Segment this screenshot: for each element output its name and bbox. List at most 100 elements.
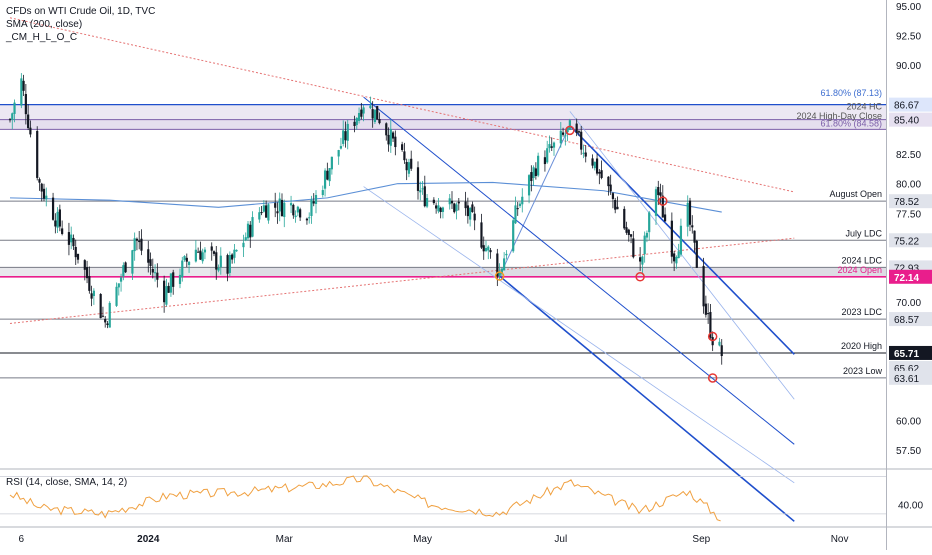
candle-body-166 bbox=[534, 168, 537, 177]
zone-2024-open-band bbox=[210, 267, 886, 277]
candle-body-168 bbox=[543, 157, 547, 165]
candle-body-26 bbox=[90, 293, 93, 299]
candle-body-95 bbox=[310, 199, 313, 217]
candle-body-114 bbox=[371, 109, 374, 119]
candle-body-79 bbox=[260, 212, 263, 214]
candle-body-31 bbox=[106, 323, 109, 326]
candle-body-136 bbox=[439, 207, 442, 213]
time-tick-1: 2024 bbox=[137, 534, 160, 545]
axis-label-bg-6 bbox=[889, 269, 932, 284]
candle-body-173 bbox=[559, 130, 562, 144]
candle-body-177 bbox=[568, 120, 571, 131]
candle-body-217 bbox=[695, 240, 698, 268]
candle-body-47 bbox=[156, 272, 159, 280]
axis-label-bg-0 bbox=[889, 97, 932, 112]
candle-body-160 bbox=[516, 208, 519, 210]
candle-body-101 bbox=[328, 168, 331, 182]
trendline-0 bbox=[9, 237, 795, 324]
time-tick-5: Sep bbox=[692, 534, 710, 545]
pivot-marker-5 bbox=[707, 373, 718, 383]
candle-body-172 bbox=[552, 142, 556, 148]
candle-body-24 bbox=[85, 267, 89, 279]
zone-2024-high bbox=[0, 104, 886, 120]
candle-body-13 bbox=[51, 197, 55, 220]
candle-body-182 bbox=[584, 152, 587, 157]
candle-body-121 bbox=[391, 132, 395, 139]
candle-body-156 bbox=[503, 258, 506, 271]
candle-body-27 bbox=[92, 290, 95, 297]
candle-body-65 bbox=[215, 252, 218, 270]
candle-body-4 bbox=[22, 80, 25, 91]
time-axis[interactable]: 6 2024 Mar May Jul Sep Nov bbox=[19, 534, 849, 545]
candle-body-165 bbox=[532, 167, 535, 178]
candle-body-33 bbox=[115, 286, 118, 306]
candle-body-203 bbox=[654, 189, 658, 216]
rsi-legend[interactable]: RSI (14, close, SMA, 14, 2) bbox=[6, 477, 128, 488]
candle-body-208 bbox=[670, 220, 673, 257]
rsi-pane: 40.00 bbox=[0, 475, 923, 522]
candle-body-56 bbox=[185, 257, 188, 262]
candle-body-8 bbox=[36, 130, 39, 178]
candle-body-77 bbox=[251, 217, 254, 237]
candle-body-2 bbox=[13, 102, 16, 114]
candle-body-118 bbox=[385, 123, 388, 136]
axis-label-6: 72.14 bbox=[894, 273, 919, 284]
level-label-5: 2024 LDC bbox=[841, 255, 882, 265]
candle-body-85 bbox=[278, 198, 281, 212]
price-axis[interactable]: 95.00 92.50 90.00 82.50 80.00 77.50 70.00 60.00… bbox=[889, 2, 932, 457]
candle-body-34 bbox=[117, 283, 120, 288]
axis-label-9: 65.62 bbox=[894, 364, 919, 375]
candle-body-18 bbox=[67, 232, 71, 245]
candle-body-41 bbox=[138, 240, 141, 243]
symbol-title[interactable]: CFDs on WTI Crude Oil, 1D, TVC bbox=[6, 6, 156, 17]
candle-body-99 bbox=[323, 170, 327, 189]
candle-body-43 bbox=[147, 249, 150, 263]
time-tick-4: Jul bbox=[554, 534, 567, 545]
candle-body-122 bbox=[394, 136, 397, 148]
cm-legend[interactable]: _CM_H_L_O_C bbox=[6, 32, 78, 43]
price-tick-8: 57.50 bbox=[896, 446, 921, 457]
candle-body-164 bbox=[530, 172, 533, 182]
candle-body-138 bbox=[448, 198, 451, 205]
candle-body-154 bbox=[498, 271, 501, 277]
candle-body-32 bbox=[108, 302, 111, 328]
sma-legend[interactable]: SMA (200, close) bbox=[6, 19, 83, 30]
candle-body-161 bbox=[518, 203, 522, 207]
candle-body-82 bbox=[267, 204, 270, 221]
candle-body-64 bbox=[212, 251, 216, 254]
candle-body-132 bbox=[425, 197, 429, 207]
candle-body-113 bbox=[369, 105, 372, 109]
trendline-1 bbox=[9, 17, 795, 193]
candle-body-68 bbox=[226, 255, 229, 274]
candle-body-193 bbox=[623, 208, 626, 229]
candle-body-10 bbox=[40, 183, 43, 192]
pivot-marker-2 bbox=[635, 272, 645, 282]
candle-body-185 bbox=[595, 158, 599, 174]
candle-body-155 bbox=[500, 268, 503, 275]
axis-label-8: 65.71 bbox=[894, 349, 919, 360]
candle-body-105 bbox=[342, 130, 345, 144]
sma-200-path bbox=[9, 181, 722, 213]
axis-label-0: 86.67 bbox=[894, 101, 919, 112]
candle-body-126 bbox=[407, 162, 411, 174]
candle-body-87 bbox=[283, 202, 286, 217]
axis-label-3: 78.52 bbox=[894, 197, 919, 208]
rsi-line bbox=[9, 475, 721, 522]
candle-body-197 bbox=[632, 238, 635, 258]
candle-body-90 bbox=[294, 215, 297, 218]
candle-body-212 bbox=[679, 225, 683, 255]
candles bbox=[8, 73, 723, 365]
candle-body-186 bbox=[598, 171, 601, 174]
candle-body-28 bbox=[99, 293, 102, 319]
pivot-marker-3 bbox=[658, 196, 668, 206]
annotation-1: 2024 HC bbox=[846, 101, 882, 111]
level-label-4: July LDC bbox=[845, 228, 882, 238]
candle-body-39 bbox=[133, 238, 136, 252]
candle-body-119 bbox=[387, 134, 390, 145]
candle-body-76 bbox=[249, 224, 252, 238]
candle-body-162 bbox=[521, 196, 524, 205]
trendlines[interactable] bbox=[9, 17, 795, 522]
